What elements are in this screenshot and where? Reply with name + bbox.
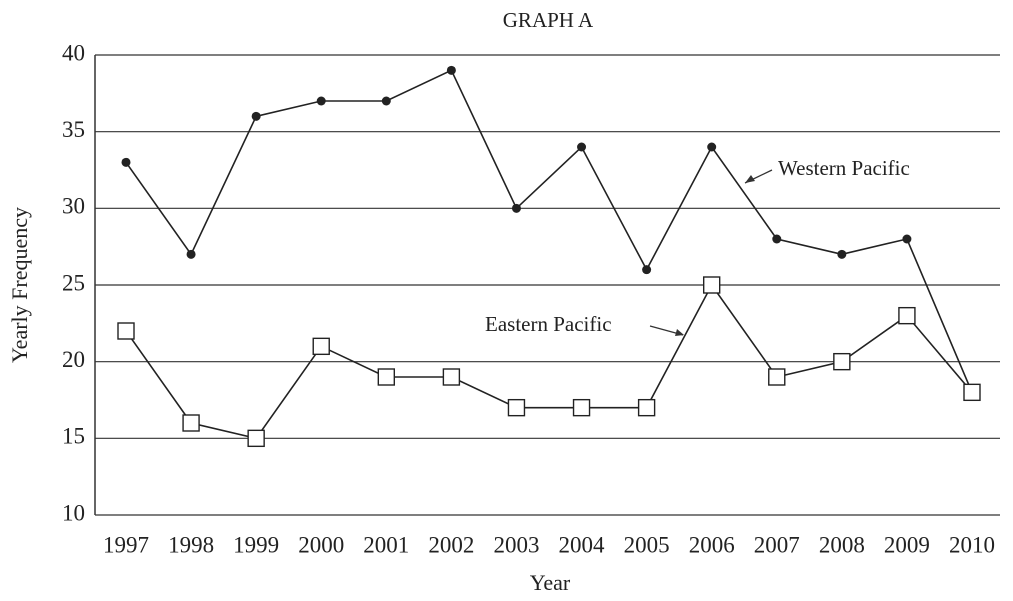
series-line	[125, 69, 973, 393]
x-tick-label: 1999	[233, 532, 279, 557]
x-tick-label: 2000	[298, 532, 344, 557]
x-tick-label: 2010	[949, 532, 995, 557]
y-axis-label: Yearly Frequency	[7, 207, 32, 363]
y-tick-label: 20	[62, 347, 85, 372]
marker	[833, 352, 851, 371]
x-tick-label: 2007	[754, 532, 800, 557]
legend-label: Eastern Pacific	[485, 312, 612, 336]
marker	[247, 429, 265, 448]
x-tick-label: 2003	[493, 532, 539, 557]
marker	[898, 306, 916, 325]
y-tick-label: 25	[62, 270, 85, 295]
marker	[442, 368, 461, 386]
y-tick-label: 40	[62, 40, 85, 65]
marker	[316, 96, 326, 106]
x-tick-label: 2004	[559, 532, 606, 557]
y-tick-label: 10	[62, 500, 85, 525]
marker	[121, 157, 131, 167]
marker	[577, 142, 587, 152]
marker	[642, 265, 652, 275]
marker	[186, 249, 196, 259]
y-tick-label: 15	[62, 424, 85, 449]
x-tick-label: 2002	[428, 532, 474, 557]
x-tick-label: 2005	[624, 532, 670, 557]
arrow-head	[745, 175, 755, 183]
marker	[772, 234, 782, 244]
x-tick-label: 2001	[363, 532, 409, 557]
marker	[377, 368, 396, 386]
series-line	[125, 283, 973, 440]
arrow-head	[675, 329, 684, 336]
marker	[702, 276, 721, 294]
marker	[117, 322, 135, 340]
marker	[251, 111, 261, 121]
marker	[381, 96, 391, 106]
legend-label: Western Pacific	[778, 156, 910, 180]
marker	[312, 337, 330, 356]
marker	[707, 142, 717, 152]
y-tick-label: 35	[62, 117, 85, 142]
y-tick-label: 30	[62, 194, 85, 219]
marker	[182, 414, 200, 432]
marker	[446, 65, 456, 75]
marker	[963, 383, 981, 402]
x-tick-label: 2009	[884, 532, 930, 557]
marker	[507, 398, 526, 417]
marker	[637, 398, 656, 417]
marker	[837, 249, 847, 259]
marker	[511, 203, 521, 213]
marker	[902, 234, 912, 244]
x-tick-label: 2008	[819, 532, 865, 557]
x-axis-label: Year	[530, 570, 571, 595]
x-tick-label: 1997	[103, 532, 149, 557]
marker	[768, 368, 786, 386]
marker	[572, 398, 591, 417]
x-tick-label: 2006	[689, 532, 735, 557]
chart-title: GRAPH A	[503, 8, 594, 32]
x-tick-label: 1998	[168, 532, 214, 557]
